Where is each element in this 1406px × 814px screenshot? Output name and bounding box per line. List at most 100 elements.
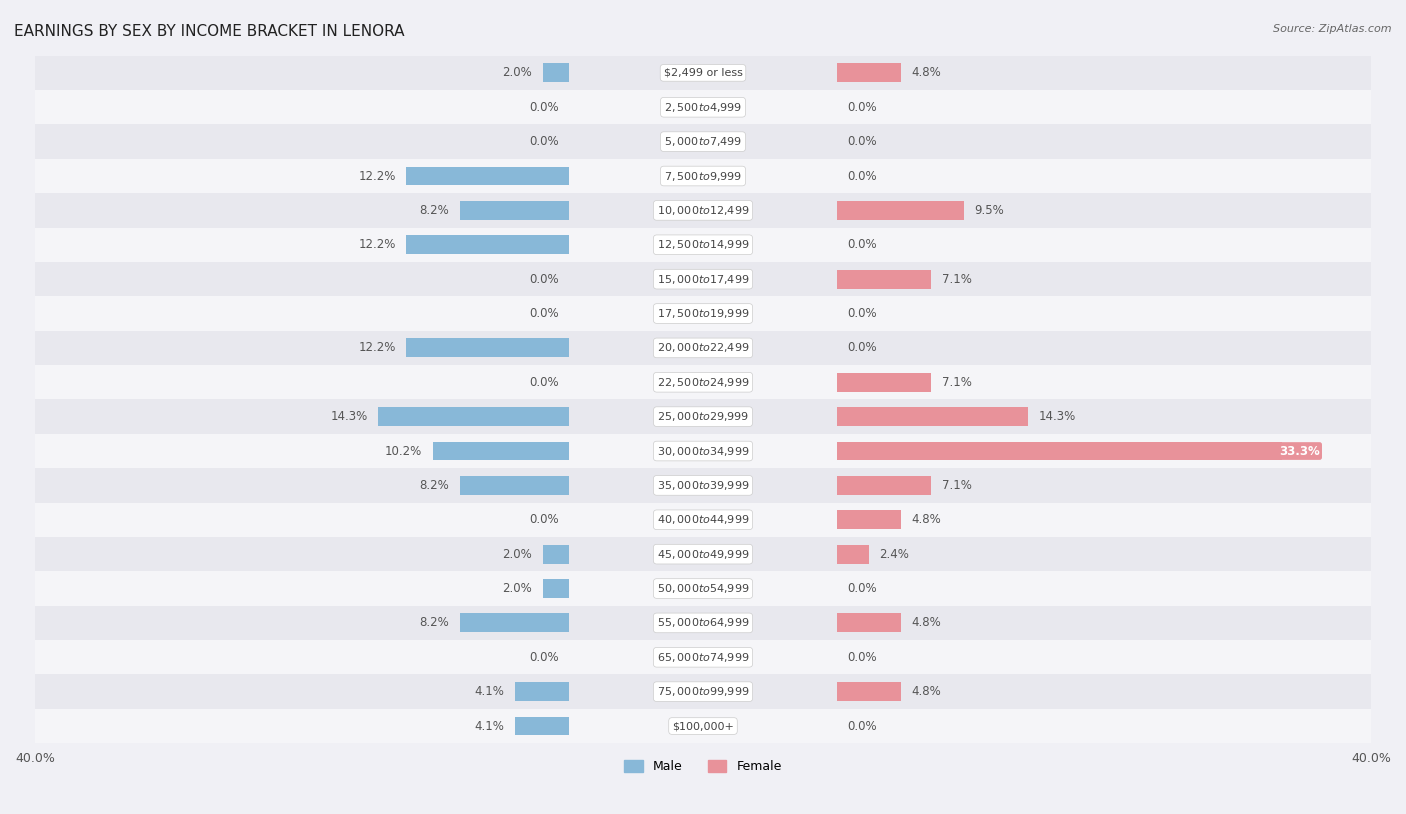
- Text: 14.3%: 14.3%: [1039, 410, 1076, 423]
- Text: $35,000 to $39,999: $35,000 to $39,999: [657, 479, 749, 492]
- Bar: [35, 228, 1371, 262]
- Text: 0.0%: 0.0%: [848, 307, 877, 320]
- Text: 12.2%: 12.2%: [359, 169, 395, 182]
- Text: $20,000 to $22,499: $20,000 to $22,499: [657, 341, 749, 354]
- Text: $17,500 to $19,999: $17,500 to $19,999: [657, 307, 749, 320]
- Bar: [406, 167, 569, 186]
- Text: $30,000 to $34,999: $30,000 to $34,999: [657, 444, 749, 457]
- Bar: [460, 201, 569, 220]
- Bar: [35, 434, 1371, 468]
- Bar: [837, 269, 932, 289]
- Text: 2.0%: 2.0%: [502, 548, 531, 561]
- Bar: [35, 468, 1371, 502]
- Text: 8.2%: 8.2%: [419, 479, 449, 492]
- Bar: [35, 675, 1371, 709]
- Text: 14.3%: 14.3%: [330, 410, 367, 423]
- Bar: [378, 407, 569, 426]
- Bar: [837, 407, 1028, 426]
- Text: 0.0%: 0.0%: [848, 239, 877, 252]
- Text: 0.0%: 0.0%: [848, 135, 877, 148]
- Text: EARNINGS BY SEX BY INCOME BRACKET IN LENORA: EARNINGS BY SEX BY INCOME BRACKET IN LEN…: [14, 24, 405, 39]
- Bar: [433, 441, 569, 461]
- Bar: [837, 510, 901, 529]
- Text: 4.8%: 4.8%: [911, 514, 941, 527]
- Bar: [837, 201, 963, 220]
- Bar: [837, 441, 1281, 461]
- Bar: [837, 63, 901, 82]
- Bar: [35, 55, 1371, 90]
- Text: 8.2%: 8.2%: [419, 616, 449, 629]
- Text: $75,000 to $99,999: $75,000 to $99,999: [657, 685, 749, 698]
- Text: 0.0%: 0.0%: [848, 101, 877, 114]
- Text: $25,000 to $29,999: $25,000 to $29,999: [657, 410, 749, 423]
- Text: $50,000 to $54,999: $50,000 to $54,999: [657, 582, 749, 595]
- Text: 12.2%: 12.2%: [359, 341, 395, 354]
- Bar: [35, 262, 1371, 296]
- Bar: [460, 614, 569, 632]
- Bar: [35, 400, 1371, 434]
- Bar: [35, 296, 1371, 330]
- Text: 4.8%: 4.8%: [911, 685, 941, 698]
- Bar: [837, 476, 932, 495]
- Bar: [406, 235, 569, 254]
- Bar: [406, 339, 569, 357]
- Text: $2,500 to $4,999: $2,500 to $4,999: [664, 101, 742, 114]
- Text: 2.4%: 2.4%: [879, 548, 910, 561]
- Text: $45,000 to $49,999: $45,000 to $49,999: [657, 548, 749, 561]
- Text: 0.0%: 0.0%: [848, 720, 877, 733]
- Text: 7.1%: 7.1%: [942, 273, 972, 286]
- Bar: [35, 125, 1371, 159]
- Text: $22,500 to $24,999: $22,500 to $24,999: [657, 376, 749, 389]
- Text: 0.0%: 0.0%: [848, 341, 877, 354]
- Bar: [35, 159, 1371, 193]
- Bar: [35, 90, 1371, 125]
- Bar: [515, 716, 569, 736]
- Text: 0.0%: 0.0%: [848, 650, 877, 663]
- Text: $7,500 to $9,999: $7,500 to $9,999: [664, 169, 742, 182]
- Bar: [35, 502, 1371, 537]
- Text: 0.0%: 0.0%: [529, 273, 558, 286]
- Bar: [837, 682, 901, 701]
- Text: 4.8%: 4.8%: [911, 616, 941, 629]
- Text: $40,000 to $44,999: $40,000 to $44,999: [657, 514, 749, 527]
- Text: 10.2%: 10.2%: [385, 444, 422, 457]
- Text: 0.0%: 0.0%: [529, 101, 558, 114]
- Text: 7.1%: 7.1%: [942, 376, 972, 389]
- Bar: [35, 571, 1371, 606]
- Text: 4.8%: 4.8%: [911, 67, 941, 80]
- Text: 0.0%: 0.0%: [848, 169, 877, 182]
- Bar: [543, 63, 569, 82]
- Text: 4.1%: 4.1%: [474, 720, 503, 733]
- Text: 0.0%: 0.0%: [529, 376, 558, 389]
- Bar: [543, 579, 569, 598]
- Text: 0.0%: 0.0%: [529, 650, 558, 663]
- Text: 9.5%: 9.5%: [974, 204, 1004, 217]
- Bar: [35, 640, 1371, 675]
- Text: 0.0%: 0.0%: [848, 582, 877, 595]
- Text: $65,000 to $74,999: $65,000 to $74,999: [657, 650, 749, 663]
- Bar: [543, 545, 569, 563]
- Bar: [515, 682, 569, 701]
- Bar: [35, 709, 1371, 743]
- Text: $2,499 or less: $2,499 or less: [664, 68, 742, 78]
- Text: 12.2%: 12.2%: [359, 239, 395, 252]
- Text: 7.1%: 7.1%: [942, 479, 972, 492]
- Bar: [837, 545, 869, 563]
- Text: 2.0%: 2.0%: [502, 582, 531, 595]
- Text: $100,000+: $100,000+: [672, 721, 734, 731]
- Bar: [35, 365, 1371, 400]
- Text: 33.3%: 33.3%: [1279, 444, 1320, 457]
- Text: $5,000 to $7,499: $5,000 to $7,499: [664, 135, 742, 148]
- Legend: Male, Female: Male, Female: [619, 755, 787, 778]
- Text: 0.0%: 0.0%: [529, 307, 558, 320]
- Text: 8.2%: 8.2%: [419, 204, 449, 217]
- Text: $10,000 to $12,499: $10,000 to $12,499: [657, 204, 749, 217]
- Text: 0.0%: 0.0%: [529, 514, 558, 527]
- Bar: [35, 606, 1371, 640]
- Text: 0.0%: 0.0%: [529, 135, 558, 148]
- Bar: [837, 373, 932, 392]
- Bar: [460, 476, 569, 495]
- Text: $12,500 to $14,999: $12,500 to $14,999: [657, 239, 749, 252]
- Bar: [35, 537, 1371, 571]
- Bar: [35, 330, 1371, 365]
